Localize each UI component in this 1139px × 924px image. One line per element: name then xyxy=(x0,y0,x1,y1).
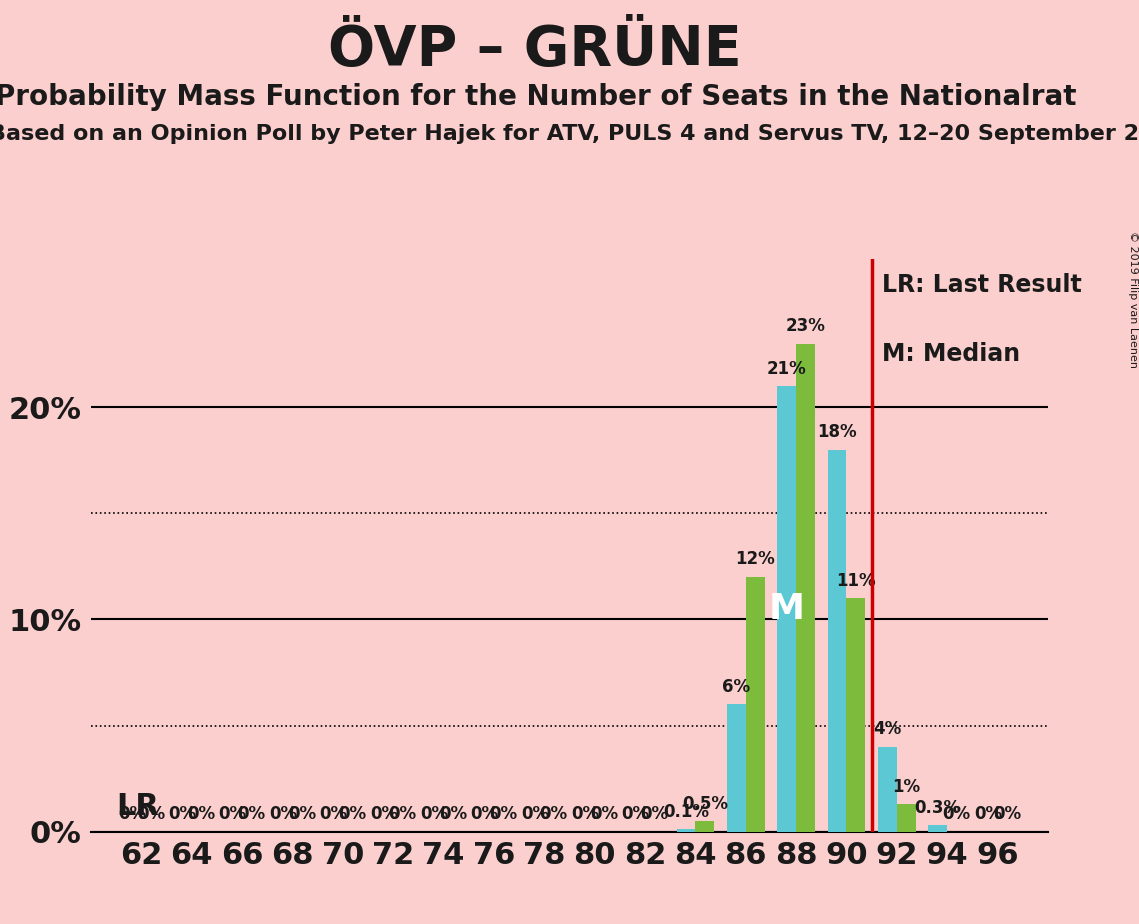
Text: 6%: 6% xyxy=(722,678,751,696)
Text: 0%: 0% xyxy=(269,805,297,823)
Text: 0%: 0% xyxy=(571,805,599,823)
Bar xyxy=(896,804,916,832)
Text: M: M xyxy=(769,591,804,626)
Text: 21%: 21% xyxy=(767,359,806,378)
Text: 0%: 0% xyxy=(118,805,146,823)
Text: 1%: 1% xyxy=(892,777,920,796)
Text: Probability Mass Function for the Number of Seats in the Nationalrat: Probability Mass Function for the Number… xyxy=(0,83,1076,111)
Text: 0%: 0% xyxy=(388,805,417,823)
Bar xyxy=(696,821,714,832)
Text: 0%: 0% xyxy=(521,805,549,823)
Bar xyxy=(928,825,948,832)
Text: ÖVP – GRÜNE: ÖVP – GRÜNE xyxy=(328,23,743,77)
Text: 0%: 0% xyxy=(370,805,398,823)
Text: 12%: 12% xyxy=(736,551,775,568)
Bar xyxy=(846,598,866,832)
Text: M: Median: M: Median xyxy=(882,342,1019,366)
Bar xyxy=(878,747,896,832)
Text: LR: Last Result: LR: Last Result xyxy=(882,274,1081,297)
Text: 0%: 0% xyxy=(137,805,165,823)
Bar xyxy=(727,704,746,832)
Text: 0%: 0% xyxy=(238,805,265,823)
Text: 11%: 11% xyxy=(836,572,876,590)
Text: 0%: 0% xyxy=(590,805,618,823)
Text: 0%: 0% xyxy=(490,805,517,823)
Text: 0%: 0% xyxy=(439,805,467,823)
Text: 0%: 0% xyxy=(540,805,568,823)
Text: 18%: 18% xyxy=(817,423,857,441)
Bar xyxy=(828,450,846,832)
Text: 0%: 0% xyxy=(219,805,247,823)
Text: 0.5%: 0.5% xyxy=(682,795,728,812)
Text: 0%: 0% xyxy=(470,805,499,823)
Text: 0%: 0% xyxy=(622,805,649,823)
Text: © 2019 Filip van Laenen: © 2019 Filip van Laenen xyxy=(1129,231,1138,368)
Text: 0%: 0% xyxy=(993,805,1021,823)
Text: 0.1%: 0.1% xyxy=(663,803,708,821)
Bar xyxy=(796,344,816,832)
Text: 0%: 0% xyxy=(187,805,215,823)
Text: 0.3%: 0.3% xyxy=(915,798,961,817)
Text: LR: LR xyxy=(116,792,159,821)
Text: 4%: 4% xyxy=(874,720,901,738)
Bar xyxy=(677,830,696,832)
Text: 0%: 0% xyxy=(288,805,316,823)
Text: 0%: 0% xyxy=(319,805,347,823)
Text: 0%: 0% xyxy=(974,805,1002,823)
Text: 0%: 0% xyxy=(943,805,970,823)
Text: 0%: 0% xyxy=(338,805,367,823)
Text: 0%: 0% xyxy=(169,805,196,823)
Text: Based on an Opinion Poll by Peter Hajek for ATV, PULS 4 and Servus TV, 12–20 Sep: Based on an Opinion Poll by Peter Hajek … xyxy=(0,124,1139,144)
Text: 0%: 0% xyxy=(640,805,669,823)
Text: 0%: 0% xyxy=(420,805,449,823)
Bar xyxy=(777,386,796,832)
Bar xyxy=(746,577,764,832)
Text: 23%: 23% xyxy=(786,317,826,335)
